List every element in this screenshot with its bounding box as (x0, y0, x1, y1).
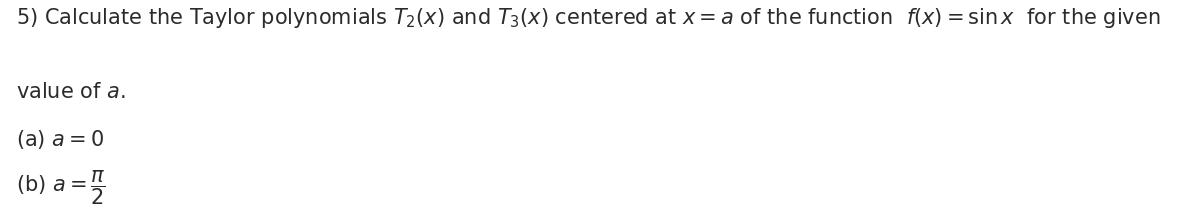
Text: 5) Calculate the Taylor polynomials $T_2(x)$ and $T_3(x)$ centered at $x = a$ of: 5) Calculate the Taylor polynomials $T_2… (16, 6, 1160, 30)
Text: (a) $a = 0$: (a) $a = 0$ (16, 128, 103, 151)
Text: value of $a$.: value of $a$. (16, 82, 125, 102)
Text: (b) $a = \dfrac{\pi}{2}$: (b) $a = \dfrac{\pi}{2}$ (16, 169, 106, 206)
